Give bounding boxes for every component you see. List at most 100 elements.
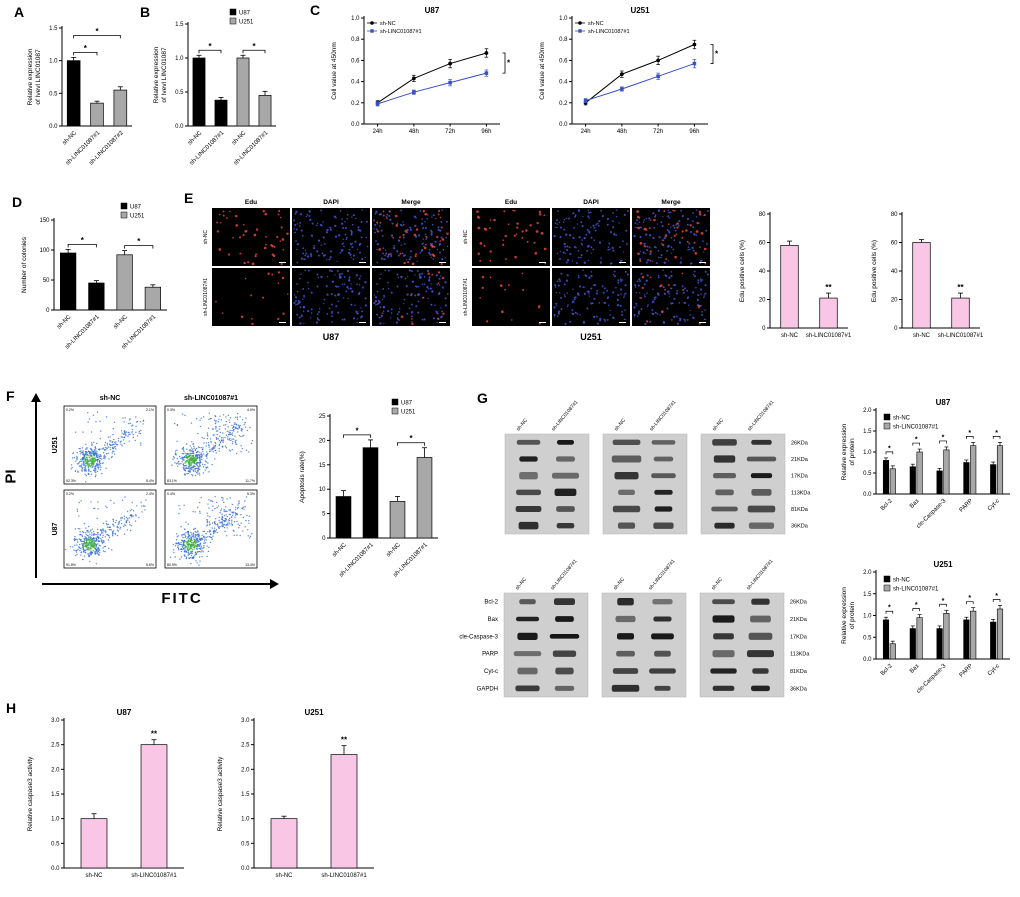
blot-protein-label: cle-Caspase-3 (459, 634, 498, 640)
y-tick-label: 80 (759, 212, 766, 218)
blot-band (651, 633, 674, 640)
significance-bracket (124, 245, 154, 249)
flow-quadrant-value: 5.3% (247, 492, 255, 496)
chart-title: U251 (933, 560, 953, 569)
flow-quadrant-value: 91.8% (66, 563, 76, 567)
y-tick-label: 1.0 (863, 614, 872, 620)
marker (448, 80, 452, 85)
y-tick-label: 25 (319, 414, 326, 420)
bar (909, 466, 916, 495)
y-tick-label: 0.2 (559, 101, 568, 107)
legend-swatch (883, 422, 891, 430)
panel-label-a: A (14, 4, 25, 20)
significance-star: * (208, 42, 212, 51)
x-category-label: cle-Caspase-3 (916, 498, 948, 530)
y-tick-label: 0.0 (51, 866, 60, 872)
panel-e-bar-chart-u251: 0 20 40 60 80 Edu positive cells (%) sh-NC sh-L… (868, 198, 988, 350)
scale-bar (539, 262, 546, 263)
blot-panel (504, 433, 590, 535)
legend-swatch (391, 398, 399, 406)
y-axis-label: Cell value at 450nm (539, 42, 546, 99)
legend-label: sh-LINC01087#1 (893, 587, 939, 593)
x-category-label: sh-NC (113, 314, 130, 331)
blot-band (515, 685, 540, 692)
panel-label-b: B (140, 4, 151, 20)
y-tick-label: 0.8 (351, 37, 360, 43)
blot-panel (700, 433, 786, 535)
y-tick-label: 40 (759, 269, 766, 275)
y-tick-label: 1.5 (863, 592, 872, 598)
scale-bar (279, 322, 286, 323)
blot-band (617, 522, 636, 529)
legend-swatch (883, 413, 891, 421)
blot-panel (602, 433, 688, 535)
blot-band (555, 616, 574, 622)
microscopy-caption-u251: U251 (580, 332, 602, 342)
scale-bar (359, 322, 366, 323)
panel-b-bar-chart: 0.0 0.5 1.0 1.5 Relative expression of Ivevl … (150, 6, 282, 176)
bar (116, 254, 133, 311)
legend-label: sh-LINC01087#1 (588, 29, 630, 35)
blot-lane-label: sh-LINC01087#1 (746, 558, 775, 591)
significance-star: * (915, 602, 918, 609)
y-axis-label: Number of colonies (21, 236, 28, 293)
y-tick-label: 1.5 (863, 429, 872, 435)
marker (484, 71, 489, 75)
bar (936, 470, 943, 495)
significance-star: * (995, 593, 998, 600)
chart-canvas: 0.0 0.5 1.0 1.5 2.0 Relative expression of pro… (841, 398, 1010, 530)
panel-h-bar-chart-u251: 0.0 0.5 1.0 1.5 2.0 2.5 3.0 Relative caspase3 a… (214, 704, 384, 892)
flow-quadrant-value: 0.4% (167, 492, 175, 496)
blot-panel (699, 592, 785, 698)
blot-band (519, 599, 536, 605)
chart-canvas: 0.0 0.2 0.4 0.6 0.8 1.0 Cell value at 450nm U87… (331, 6, 511, 135)
scale-bar (439, 322, 446, 323)
y-tick-label: 0.5 (49, 91, 58, 97)
chart-canvas: 0 50 100 150 Number of colonies U87 U251 sh-NC s… (21, 202, 167, 350)
legend-swatch (120, 211, 128, 219)
line-series (585, 63, 695, 102)
panel-c-line-chart-u87: 0.0 0.2 0.4 0.6 0.8 1.0 Cell value at 450nm U87… (328, 4, 516, 146)
blot-band (652, 599, 673, 605)
y-tick-label: 60 (759, 241, 766, 247)
blot-kda-label: 36KDa (790, 686, 808, 692)
blot-band (516, 489, 541, 496)
blot-band (612, 505, 641, 513)
blot-band (653, 616, 672, 622)
y-tick-label: 0.0 (863, 657, 872, 663)
blot-band (748, 632, 773, 640)
legend-label: sh-LINC01087#1 (380, 29, 422, 35)
y-tick-label: 1.5 (175, 22, 184, 28)
x-category-label: sh-LINC01087#1 (131, 873, 177, 879)
x-tick-label: 48h (409, 129, 419, 135)
x-category-label: Bcl-2 (880, 663, 894, 677)
legend-label: sh-LINC01087#1 (893, 425, 939, 431)
blot-kda-label: 17KDa (790, 634, 808, 640)
significance-star: * (888, 445, 891, 452)
x-category-label: sh-NC (275, 873, 293, 879)
y-axis-label: of protein (849, 602, 856, 629)
legend-swatch (120, 202, 128, 210)
blot-band (712, 599, 735, 605)
significance-bracket (885, 610, 894, 614)
x-category-label: sh-NC (781, 333, 799, 339)
flow-quadrant-value: 0.2% (66, 408, 74, 412)
microscopy-column-header: Edu (505, 199, 517, 206)
legend-swatch (229, 8, 237, 16)
y-tick-label: 0.6 (559, 58, 568, 64)
blot-panel (601, 592, 687, 698)
x-category-label: sh-LINC01087#1 (806, 333, 852, 339)
western-blot-group-u87: sh-NC sh-LINC01087#1 sh-NC sh-LINC01087#1 sh… (495, 390, 830, 540)
y-tick-label: 60 (891, 241, 898, 247)
blot-band (612, 668, 639, 674)
y-axis-label: of Ivevl LINC01087 (35, 49, 42, 105)
flow-row-label: U87 (52, 522, 59, 535)
x-category-label: PARP (959, 498, 974, 513)
marker (448, 61, 453, 66)
edu-microscopy-grid-u87: Edu DAPI Merge sh-NC sh-LINC01087#1 (200, 196, 450, 348)
significance-bracket (343, 434, 371, 438)
bar (66, 60, 81, 127)
blot-lane-label: sh-NC (710, 576, 724, 591)
bar (80, 818, 108, 869)
blot-band (611, 455, 642, 463)
